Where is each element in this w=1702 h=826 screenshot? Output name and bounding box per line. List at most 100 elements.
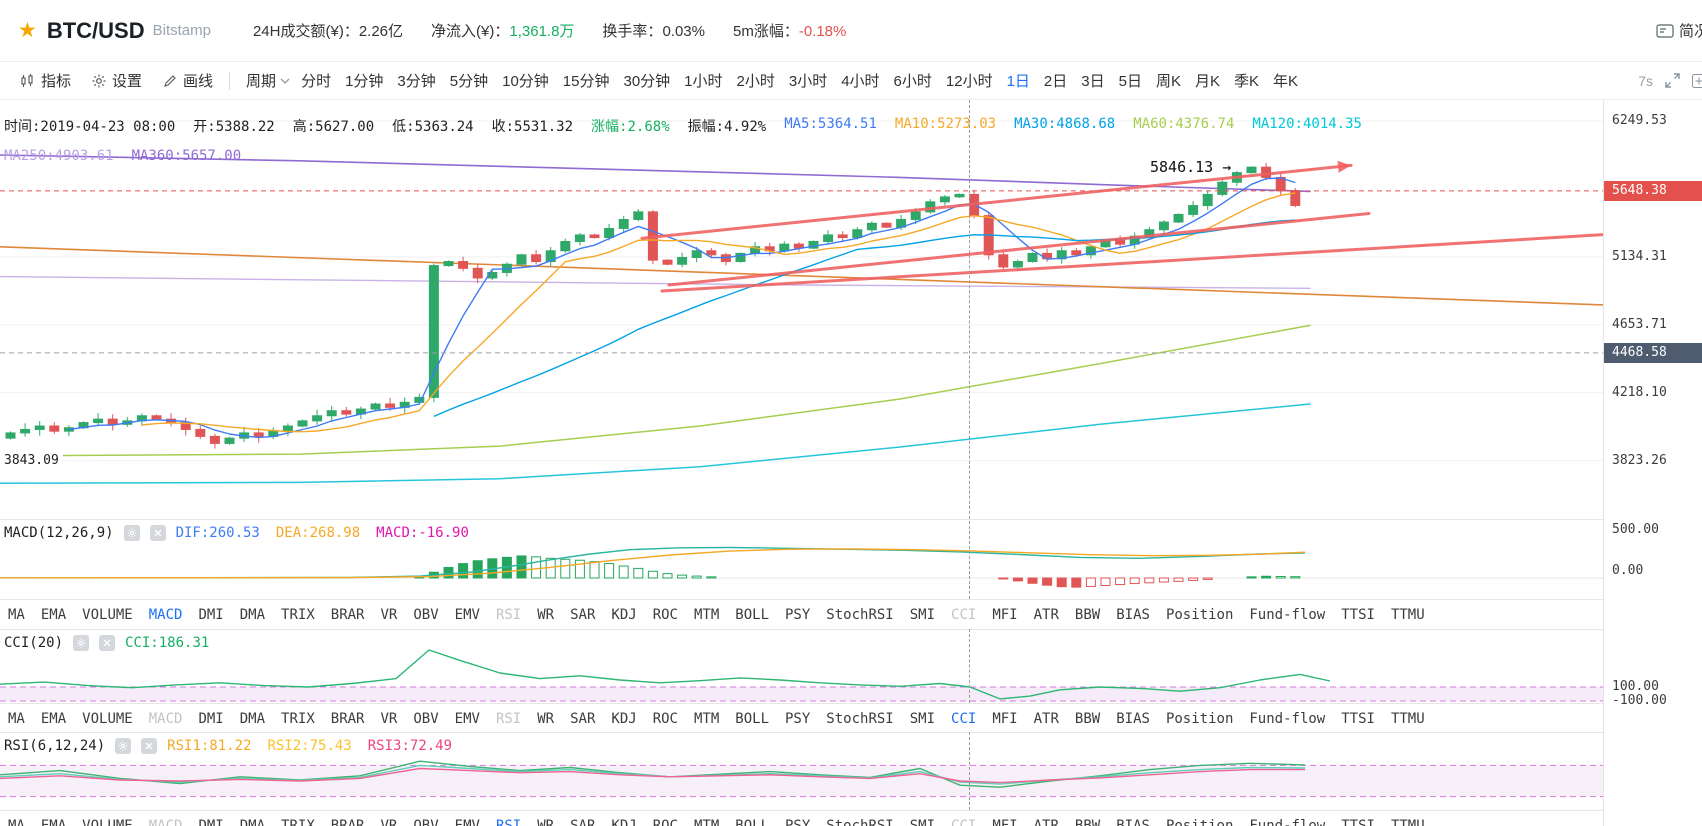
add-icon[interactable]	[1692, 73, 1702, 88]
indicator-tab-PSY[interactable]: PSY	[785, 817, 811, 826]
indicator-tab-BIAS[interactable]: BIAS	[1116, 606, 1150, 623]
period-tab-1分钟[interactable]: 1分钟	[345, 73, 384, 90]
period-tab-年K[interactable]: 年K	[1273, 73, 1299, 90]
main-chart-panel[interactable]: 5846.13 → 时间:2019-04-23 08:00 开:5388.22 高:…	[0, 100, 1603, 519]
period-tab-1日[interactable]: 1日	[1006, 73, 1030, 90]
indicator-tab-KDJ[interactable]: KDJ	[611, 710, 637, 727]
indicator-tab-TRIX[interactable]: TRIX	[281, 710, 315, 727]
indicator-tab-BBW[interactable]: BBW	[1074, 606, 1101, 623]
indicator-tab-BRAR[interactable]: BRAR	[330, 606, 365, 623]
tool-draw-button[interactable]: 画线	[162, 70, 213, 91]
indicator-tab-VR[interactable]: VR	[380, 710, 398, 727]
indicator-tab-TTMU[interactable]: TTMU	[1390, 710, 1425, 727]
indicator-tab-VOLUME[interactable]: VOLUME	[82, 606, 133, 623]
period-tab-3日[interactable]: 3日	[1081, 73, 1105, 90]
indicator-tab-OBV[interactable]: OBV	[413, 606, 439, 623]
indicator-tab-PSY[interactable]: PSY	[785, 606, 811, 623]
indicator-tab-CCI[interactable]: CCI	[951, 710, 977, 727]
brief-button[interactable]: 简况	[1656, 20, 1702, 41]
indicator-tab-EMA[interactable]: EMA	[40, 710, 67, 727]
indicator-tab-BIAS[interactable]: BIAS	[1116, 710, 1150, 727]
indicator-tab-SAR[interactable]: SAR	[570, 606, 596, 623]
indicator-tab-BIAS[interactable]: BIAS	[1116, 817, 1150, 826]
indicator-tab-MACD[interactable]: MACD	[148, 710, 183, 727]
indicator-tab-StochRSI[interactable]: StochRSI	[826, 710, 894, 727]
period-tab-季K[interactable]: 季K	[1233, 73, 1259, 90]
indicator-tab-MTM[interactable]: MTM	[693, 817, 720, 826]
indicator-tab-RSI[interactable]: RSI	[495, 710, 522, 727]
indicator-tab-VOLUME[interactable]: VOLUME	[82, 817, 133, 826]
period-tab-5分钟[interactable]: 5分钟	[449, 73, 489, 90]
macd-close-icon[interactable]	[149, 525, 166, 541]
favorite-star-icon[interactable]: ★	[18, 19, 37, 42]
indicator-tab-BOLL[interactable]: BOLL	[735, 817, 769, 826]
indicator-tab-DMI[interactable]: DMI	[198, 606, 224, 623]
rsi-panel[interactable]: RSI(6,12,24) RSI1:81.22 RSI2:75.43 RSI3:72…	[0, 732, 1603, 810]
indicator-tab-MACD[interactable]: MACD	[148, 606, 183, 623]
indicator-tab-BBW[interactable]: BBW	[1074, 817, 1101, 826]
fullscreen-icon[interactable]	[1665, 73, 1680, 88]
indicator-tab-TTMU[interactable]: TTMU	[1390, 817, 1425, 826]
indicator-tab-MFI[interactable]: MFI	[992, 606, 1018, 623]
period-tab-2小时[interactable]: 2小时	[736, 73, 775, 90]
indicator-tab-BOLL[interactable]: BOLL	[735, 710, 769, 727]
indicator-tab-Fund-flow[interactable]: Fund-flow	[1249, 606, 1326, 623]
indicator-tab-ATR[interactable]: ATR	[1033, 817, 1059, 826]
indicator-tab-StochRSI[interactable]: StochRSI	[826, 606, 894, 623]
indicator-tab-TRIX[interactable]: TRIX	[281, 606, 315, 623]
indicator-tab-SMI[interactable]: SMI	[909, 710, 936, 727]
macd-panel[interactable]: MACD(12,26,9) DIF:260.53 DEA:268.98 MACD:-…	[0, 519, 1603, 599]
tool-settings-button[interactable]: 设置	[91, 70, 142, 91]
indicator-tab-MTM[interactable]: MTM	[693, 606, 720, 623]
indicator-tab-VOLUME[interactable]: VOLUME	[82, 710, 133, 727]
indicator-tab-DMA[interactable]: DMA	[239, 817, 266, 826]
period-tab-周K[interactable]: 周K	[1155, 73, 1181, 90]
indicator-tab-Fund-flow[interactable]: Fund-flow	[1249, 710, 1326, 727]
indicator-tab-TTMU[interactable]: TTMU	[1390, 606, 1425, 623]
period-tab-15分钟[interactable]: 15分钟	[562, 73, 610, 90]
rsi-settings-icon[interactable]	[115, 738, 132, 754]
period-dropdown[interactable]: 周期	[246, 70, 290, 91]
indicator-tab-Fund-flow[interactable]: Fund-flow	[1249, 817, 1326, 826]
indicator-tab-DMI[interactable]: DMI	[198, 817, 224, 826]
indicator-tab-DMI[interactable]: DMI	[198, 710, 224, 727]
tool-indicator-button[interactable]: 指标	[20, 70, 71, 91]
cci-panel[interactable]: CCI(20) CCI:186.31	[0, 629, 1603, 703]
indicator-tab-TTSI[interactable]: TTSI	[1341, 710, 1375, 727]
indicator-tab-MA[interactable]: MA	[8, 817, 25, 826]
cci-settings-icon[interactable]	[73, 635, 90, 651]
indicator-tab-VR[interactable]: VR	[380, 606, 398, 623]
indicator-tab-OBV[interactable]: OBV	[413, 710, 439, 727]
indicator-tab-ROC[interactable]: ROC	[652, 817, 678, 826]
indicator-tab-MA[interactable]: MA	[8, 606, 25, 623]
indicator-tab-ATR[interactable]: ATR	[1033, 606, 1059, 623]
period-tab-12小时[interactable]: 12小时	[945, 73, 993, 90]
indicator-tab-WR[interactable]: WR	[537, 606, 555, 623]
indicator-tab-StochRSI[interactable]: StochRSI	[826, 817, 894, 826]
indicator-tab-KDJ[interactable]: KDJ	[611, 817, 637, 826]
indicator-tab-EMA[interactable]: EMA	[40, 817, 67, 826]
indicator-tab-MACD[interactable]: MACD	[148, 817, 183, 826]
indicator-tab-ROC[interactable]: ROC	[652, 606, 678, 623]
indicator-tab-WR[interactable]: WR	[537, 817, 555, 826]
indicator-tab-WR[interactable]: WR	[537, 710, 555, 727]
period-tab-月K[interactable]: 月K	[1194, 73, 1220, 90]
indicator-tab-DMA[interactable]: DMA	[239, 606, 266, 623]
indicator-tab-RSI[interactable]: RSI	[495, 606, 522, 623]
indicator-tab-MA[interactable]: MA	[8, 710, 25, 727]
macd-settings-icon[interactable]	[123, 525, 140, 541]
indicator-tab-TTSI[interactable]: TTSI	[1341, 817, 1375, 826]
indicator-tab-SMI[interactable]: SMI	[909, 817, 936, 826]
indicator-tab-OBV[interactable]: OBV	[413, 817, 439, 826]
indicator-tab-TTSI[interactable]: TTSI	[1341, 606, 1375, 623]
indicator-tab-ROC[interactable]: ROC	[652, 710, 678, 727]
indicator-tab-EMV[interactable]: EMV	[454, 710, 480, 727]
indicator-tab-DMA[interactable]: DMA	[239, 710, 266, 727]
period-tab-3分钟[interactable]: 3分钟	[397, 73, 436, 90]
indicator-tab-EMV[interactable]: EMV	[454, 606, 480, 623]
indicator-tab-PSY[interactable]: PSY	[785, 710, 811, 727]
period-tab-30分钟[interactable]: 30分钟	[623, 73, 671, 90]
indicator-tab-VR[interactable]: VR	[380, 817, 398, 826]
indicator-tab-SMI[interactable]: SMI	[909, 606, 936, 623]
period-tab-分时[interactable]: 分时	[301, 73, 332, 90]
